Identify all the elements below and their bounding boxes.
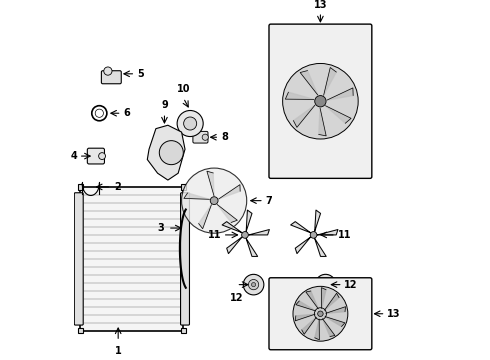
Polygon shape bbox=[227, 237, 242, 253]
Bar bbox=[78, 184, 83, 189]
Polygon shape bbox=[315, 319, 319, 340]
Polygon shape bbox=[322, 319, 335, 337]
Polygon shape bbox=[315, 239, 326, 256]
Polygon shape bbox=[249, 230, 270, 235]
Text: 8: 8 bbox=[221, 132, 228, 142]
Polygon shape bbox=[184, 193, 209, 199]
Text: 6: 6 bbox=[123, 108, 130, 118]
Text: 11: 11 bbox=[207, 230, 221, 240]
Polygon shape bbox=[294, 105, 315, 127]
FancyBboxPatch shape bbox=[269, 278, 372, 350]
Text: 10: 10 bbox=[176, 84, 190, 94]
Text: 5: 5 bbox=[137, 69, 144, 79]
Bar bbox=[78, 328, 83, 333]
Circle shape bbox=[98, 153, 105, 159]
Bar bbox=[181, 328, 186, 333]
Polygon shape bbox=[219, 185, 240, 199]
Polygon shape bbox=[302, 318, 316, 334]
Text: 7: 7 bbox=[266, 195, 272, 206]
Circle shape bbox=[242, 231, 248, 238]
Text: 11: 11 bbox=[338, 230, 351, 240]
Circle shape bbox=[315, 274, 336, 295]
Polygon shape bbox=[147, 125, 185, 180]
FancyBboxPatch shape bbox=[101, 71, 121, 84]
Polygon shape bbox=[315, 210, 320, 231]
FancyBboxPatch shape bbox=[74, 193, 83, 325]
Polygon shape bbox=[318, 230, 338, 235]
Polygon shape bbox=[306, 291, 318, 309]
Circle shape bbox=[320, 279, 331, 290]
Circle shape bbox=[182, 168, 246, 233]
Circle shape bbox=[283, 63, 358, 139]
Polygon shape bbox=[326, 307, 345, 313]
Text: 1: 1 bbox=[115, 346, 122, 356]
Circle shape bbox=[184, 117, 196, 130]
Polygon shape bbox=[324, 293, 339, 310]
Polygon shape bbox=[319, 108, 326, 136]
Text: 13: 13 bbox=[314, 0, 327, 10]
Polygon shape bbox=[207, 171, 214, 196]
Polygon shape bbox=[246, 239, 258, 256]
Circle shape bbox=[323, 283, 328, 287]
Circle shape bbox=[248, 279, 259, 290]
Circle shape bbox=[315, 95, 326, 107]
Text: 2: 2 bbox=[115, 182, 122, 192]
FancyBboxPatch shape bbox=[80, 187, 183, 331]
Circle shape bbox=[318, 311, 323, 316]
Text: 13: 13 bbox=[387, 309, 401, 319]
Text: 4: 4 bbox=[70, 151, 77, 161]
FancyBboxPatch shape bbox=[87, 148, 104, 164]
Polygon shape bbox=[324, 68, 336, 95]
Polygon shape bbox=[217, 204, 237, 222]
Text: 12: 12 bbox=[230, 293, 243, 303]
Circle shape bbox=[315, 308, 326, 320]
Polygon shape bbox=[300, 71, 318, 95]
Polygon shape bbox=[296, 301, 316, 311]
Circle shape bbox=[202, 134, 208, 140]
Polygon shape bbox=[325, 316, 345, 327]
Circle shape bbox=[210, 197, 218, 204]
Polygon shape bbox=[222, 222, 242, 233]
Circle shape bbox=[104, 67, 112, 75]
Polygon shape bbox=[291, 222, 311, 233]
Circle shape bbox=[177, 111, 203, 136]
Text: 3: 3 bbox=[158, 223, 165, 233]
Polygon shape bbox=[295, 314, 315, 321]
Polygon shape bbox=[321, 288, 326, 309]
Circle shape bbox=[251, 283, 256, 287]
Text: 12: 12 bbox=[344, 280, 358, 289]
Circle shape bbox=[159, 141, 183, 165]
FancyBboxPatch shape bbox=[269, 24, 372, 178]
FancyBboxPatch shape bbox=[193, 131, 208, 143]
FancyBboxPatch shape bbox=[180, 193, 190, 325]
Text: 9: 9 bbox=[161, 100, 168, 110]
Circle shape bbox=[310, 231, 317, 238]
Polygon shape bbox=[285, 92, 314, 99]
Polygon shape bbox=[325, 106, 351, 123]
Bar bbox=[181, 184, 186, 189]
Circle shape bbox=[293, 286, 348, 341]
Polygon shape bbox=[327, 88, 353, 100]
Polygon shape bbox=[295, 237, 311, 253]
Polygon shape bbox=[198, 205, 211, 229]
Polygon shape bbox=[246, 210, 252, 231]
Circle shape bbox=[244, 274, 264, 295]
